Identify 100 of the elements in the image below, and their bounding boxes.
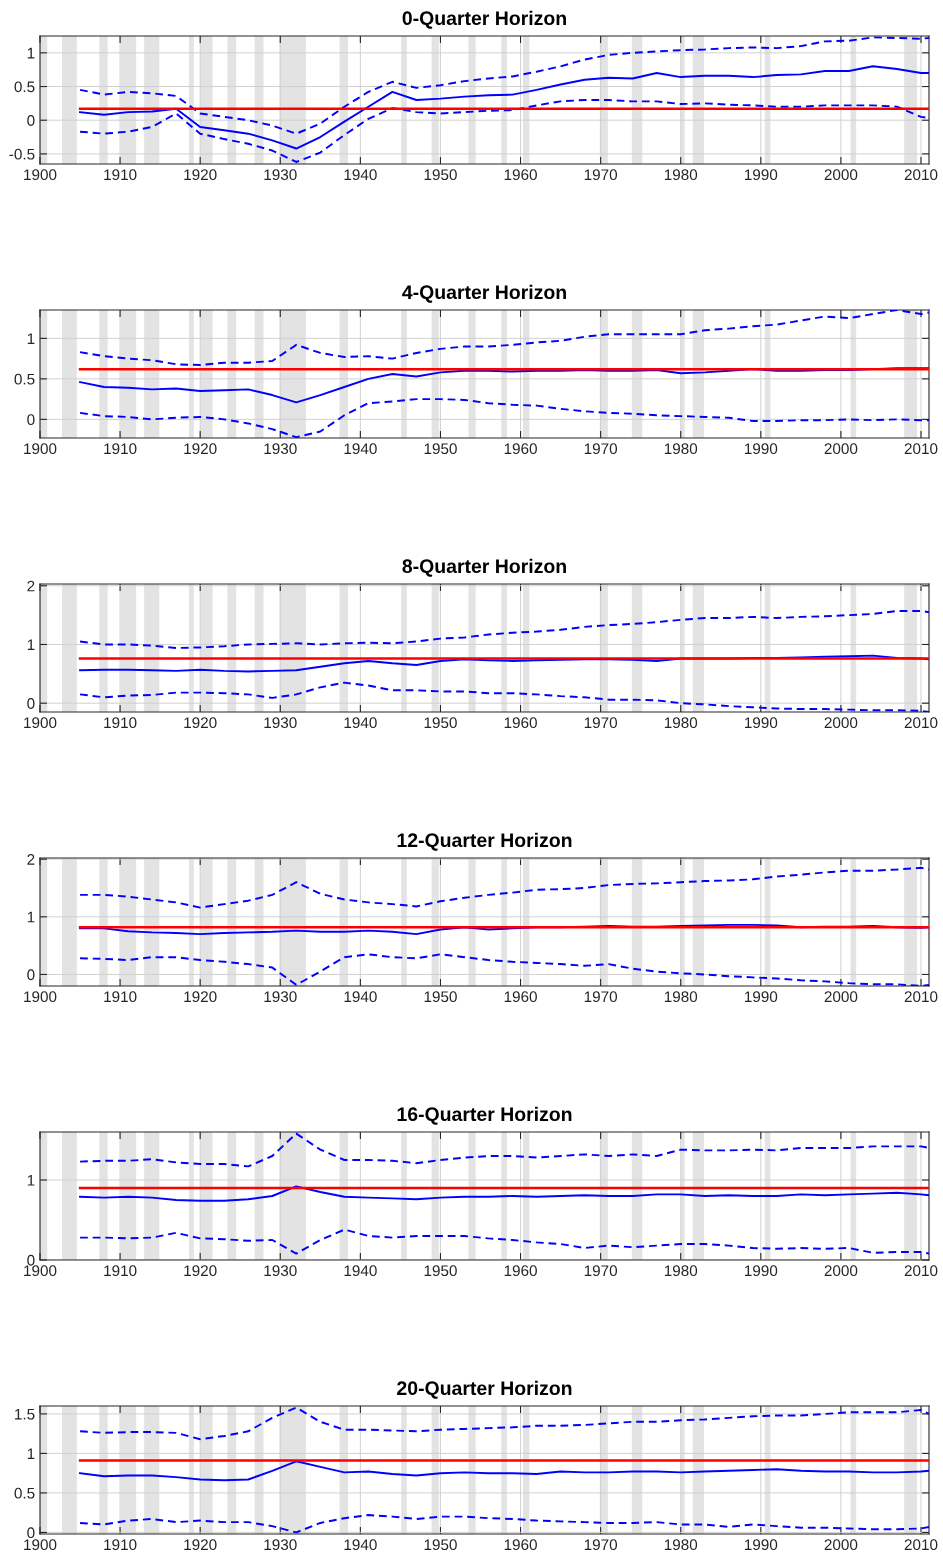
x-tick-label: 1920 bbox=[184, 1539, 217, 1551]
chart-title: 20-Quarter Horizon bbox=[397, 1380, 572, 1399]
y-tick-label: 1 bbox=[27, 1175, 35, 1186]
line-series bbox=[79, 1228, 929, 1255]
x-tick-label: 2000 bbox=[824, 443, 858, 455]
x-tick-label: 1960 bbox=[504, 1539, 537, 1551]
x-tick-label: 1980 bbox=[664, 169, 698, 181]
x-tick-label: 1990 bbox=[744, 1265, 778, 1277]
x-tick-label: 2010 bbox=[904, 991, 938, 1003]
x-tick-label: 2000 bbox=[824, 717, 858, 729]
x-tick-label: 1970 bbox=[584, 991, 618, 1003]
x-tick-label: 1930 bbox=[264, 1539, 297, 1551]
x-tick-label: 2010 bbox=[904, 169, 938, 181]
x-tick-label: 1920 bbox=[184, 443, 217, 455]
x-tick-label: 1900 bbox=[24, 717, 57, 729]
x-tick-label: 1930 bbox=[264, 443, 297, 455]
x-tick-label: 2000 bbox=[824, 169, 858, 181]
x-tick-label: 1930 bbox=[264, 1265, 297, 1277]
y-tick-label: 0.5 bbox=[14, 81, 35, 93]
x-tick-label: 1930 bbox=[264, 169, 297, 181]
x-tick-label: 2010 bbox=[904, 1539, 938, 1551]
line-series bbox=[79, 610, 929, 649]
y-tick-label: 0.5 bbox=[14, 1487, 35, 1499]
x-tick-label: 1980 bbox=[664, 991, 698, 1003]
x-tick-label: 1960 bbox=[504, 717, 537, 729]
x-tick-label: 1980 bbox=[664, 1265, 698, 1277]
y-tick-label: 0 bbox=[27, 698, 35, 709]
y-tick-label: 2 bbox=[27, 580, 35, 592]
x-tick-label: 1900 bbox=[24, 169, 57, 181]
x-tick-label: 2000 bbox=[824, 1539, 858, 1551]
line-series bbox=[79, 65, 929, 150]
x-tick-label: 1970 bbox=[584, 717, 618, 729]
y-tick-label: 1 bbox=[27, 333, 35, 344]
x-tick-label: 1950 bbox=[424, 1539, 457, 1551]
x-tick-label: 1910 bbox=[104, 991, 137, 1003]
x-tick-label: 1990 bbox=[744, 717, 778, 729]
x-tick-label: 1950 bbox=[424, 443, 457, 455]
x-tick-label: 1970 bbox=[584, 169, 618, 181]
y-tick-label: -0.5 bbox=[9, 148, 35, 160]
x-tick-label: 1980 bbox=[664, 1539, 698, 1551]
x-tick-label: 1900 bbox=[24, 1539, 57, 1551]
x-tick-label: 1910 bbox=[104, 1265, 137, 1277]
x-tick-label: 1910 bbox=[104, 717, 137, 729]
line-series bbox=[79, 953, 929, 986]
x-tick-label: 1990 bbox=[744, 991, 778, 1003]
line-series bbox=[79, 1132, 929, 1168]
x-tick-label: 1990 bbox=[744, 443, 778, 455]
x-tick-label: 1900 bbox=[24, 443, 57, 455]
x-tick-label: 1940 bbox=[344, 443, 377, 455]
x-tick-label: 1940 bbox=[344, 991, 377, 1003]
line-series bbox=[79, 866, 929, 909]
line-series bbox=[79, 681, 929, 712]
line-series bbox=[79, 367, 929, 404]
x-tick-label: 1920 bbox=[184, 1265, 217, 1277]
x-tick-label: 1960 bbox=[504, 443, 537, 455]
x-tick-label: 1930 bbox=[264, 991, 297, 1003]
x-tick-label: 2000 bbox=[824, 991, 858, 1003]
x-tick-label: 1940 bbox=[344, 1539, 377, 1551]
x-tick-label: 1950 bbox=[424, 991, 457, 1003]
x-tick-label: 1980 bbox=[664, 443, 698, 455]
x-tick-label: 2010 bbox=[904, 1265, 938, 1277]
x-tick-label: 1900 bbox=[24, 1265, 57, 1277]
x-tick-label: 1950 bbox=[424, 717, 457, 729]
x-tick-label: 1920 bbox=[184, 991, 217, 1003]
x-tick-label: 1970 bbox=[584, 443, 618, 455]
y-tick-label: 0 bbox=[27, 414, 35, 426]
x-tick-label: 1990 bbox=[744, 169, 778, 181]
x-tick-label: 1950 bbox=[424, 169, 457, 181]
y-tick-label: 0 bbox=[27, 1527, 35, 1539]
y-tick-label: 0.5 bbox=[14, 373, 35, 385]
x-tick-label: 2000 bbox=[824, 1265, 858, 1277]
chart-title: 12-Quarter Horizon bbox=[397, 832, 572, 851]
x-tick-label: 2010 bbox=[904, 443, 938, 455]
x-tick-label: 1960 bbox=[504, 991, 537, 1003]
x-tick-label: 1960 bbox=[504, 169, 537, 181]
y-tick-label: 2 bbox=[27, 854, 35, 865]
chart-title: 8-Quarter Horizon bbox=[402, 558, 566, 577]
line-series bbox=[79, 310, 929, 367]
x-tick-label: 1940 bbox=[344, 169, 377, 181]
chart-title: 4-Quarter Horizon bbox=[402, 284, 566, 303]
x-tick-label: 1960 bbox=[504, 1265, 537, 1277]
x-tick-label: 1900 bbox=[24, 991, 57, 1003]
x-tick-label: 1980 bbox=[664, 717, 698, 729]
x-tick-label: 1940 bbox=[344, 717, 377, 729]
x-tick-label: 2010 bbox=[904, 717, 938, 729]
chart-title: 16-Quarter Horizon bbox=[397, 1106, 572, 1125]
y-tick-label: 0 bbox=[27, 969, 35, 981]
y-tick-label: 1 bbox=[27, 911, 35, 923]
line-series bbox=[79, 1514, 929, 1534]
x-tick-label: 1940 bbox=[344, 1265, 377, 1277]
y-tick-label: 1 bbox=[27, 47, 35, 59]
y-tick-label: 1 bbox=[27, 1448, 35, 1459]
x-tick-label: 1910 bbox=[104, 1539, 137, 1551]
y-tick-label: 1 bbox=[27, 639, 35, 651]
x-tick-label: 1970 bbox=[584, 1265, 618, 1277]
chart-title: 0-Quarter Horizon bbox=[402, 10, 566, 29]
line-series bbox=[79, 36, 929, 135]
x-tick-label: 1930 bbox=[264, 717, 297, 729]
x-tick-label: 1990 bbox=[744, 1539, 778, 1551]
x-tick-label: 1910 bbox=[104, 169, 137, 181]
